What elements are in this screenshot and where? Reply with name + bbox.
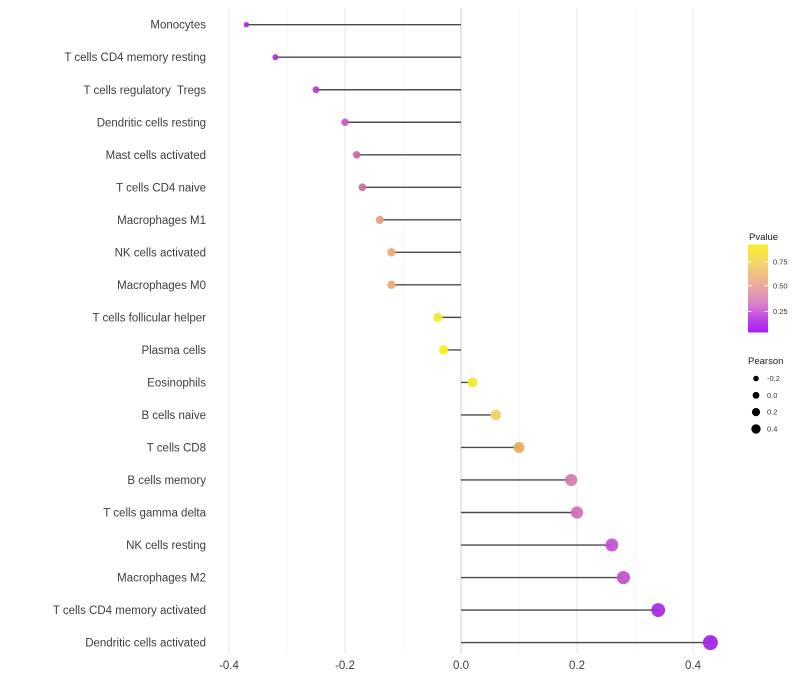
pvalue-tick-label: 0.75 [773,258,788,267]
y-axis-label: Monocytes [150,20,206,32]
pearson-legend-dot [752,391,760,399]
x-axis-tick-label: 0.4 [685,660,702,672]
lollipop-dot [570,506,584,519]
pvalue-tick-label: 0.50 [773,281,788,290]
y-axis-label: B cells naive [141,410,206,422]
lollipop-dot [565,473,578,487]
lollipop-dot [387,280,396,290]
y-axis-label: T cells CD4 memory activated [53,605,206,617]
lollipop-dot [272,54,279,61]
lollipop-dot [243,22,250,28]
y-axis-label: B cells memory [127,475,206,487]
pvalue-legend-title: Pvalue [749,232,778,243]
y-axis-label: T cells gamma delta [103,508,206,520]
pearson-legend-label: -0.2 [767,374,780,383]
lollipop-dot [513,441,525,453]
y-axis-label: Mast cells activated [106,150,206,162]
lollipop-dot [438,345,449,355]
lollipop-dot [312,86,320,94]
lollipop-dot [467,377,478,388]
y-axis-label: Plasma cells [141,345,206,357]
x-axis-tick-label: 0.0 [453,660,469,672]
lollipop-dot [702,635,718,651]
y-axis-label: Eosinophils [147,377,206,389]
y-axis-label: Macrophages M0 [117,280,206,292]
y-axis-label: Dendritic cells resting [97,117,206,129]
x-axis-tick-label: -0.4 [219,660,239,672]
y-axis-label: Macrophages M2 [117,573,206,585]
pearson-legend-dot [751,424,761,434]
lollipop-dot [433,312,443,323]
pearson-legend-dot [751,408,761,417]
pearson-legend-label: 0.4 [767,425,777,434]
y-axis-label: T cells follicular helper [92,312,206,324]
x-axis-tick-label: -0.2 [335,660,355,672]
y-axis-label: Dendritic cells activated [85,638,206,650]
lollipop-dot [490,409,502,421]
lollipop-dot [616,570,630,585]
y-axis-label: Macrophages M1 [117,215,206,227]
y-axis-label: NK cells resting [126,540,206,552]
y-axis-label: T cells CD4 memory resting [64,52,206,64]
lollipop-dot [352,150,361,159]
lollipop-dot [605,538,619,552]
y-axis-label: T cells regulatory Tregs [83,85,206,97]
pearson-legend-dot [753,375,759,382]
pvalue-gradient-bar [748,244,768,333]
pearson-legend-label: 0.2 [767,408,777,417]
x-axis-tick-label: 0.2 [569,660,585,672]
lollipop-dot [387,248,396,257]
pearson-legend-title: Pearson [748,356,783,367]
lollipop-dot [341,118,349,126]
lollipop-dot [651,603,666,617]
pearson-legend-label: 0.0 [767,391,777,400]
pvalue-tick-label: 0.25 [773,307,788,316]
y-axis-label: T cells CD4 naive [116,182,206,194]
y-axis-label: NK cells activated [115,247,206,259]
lollipop-dot [358,183,367,192]
y-axis-label: T cells CD8 [147,442,206,454]
lollipop-dot [375,215,384,224]
